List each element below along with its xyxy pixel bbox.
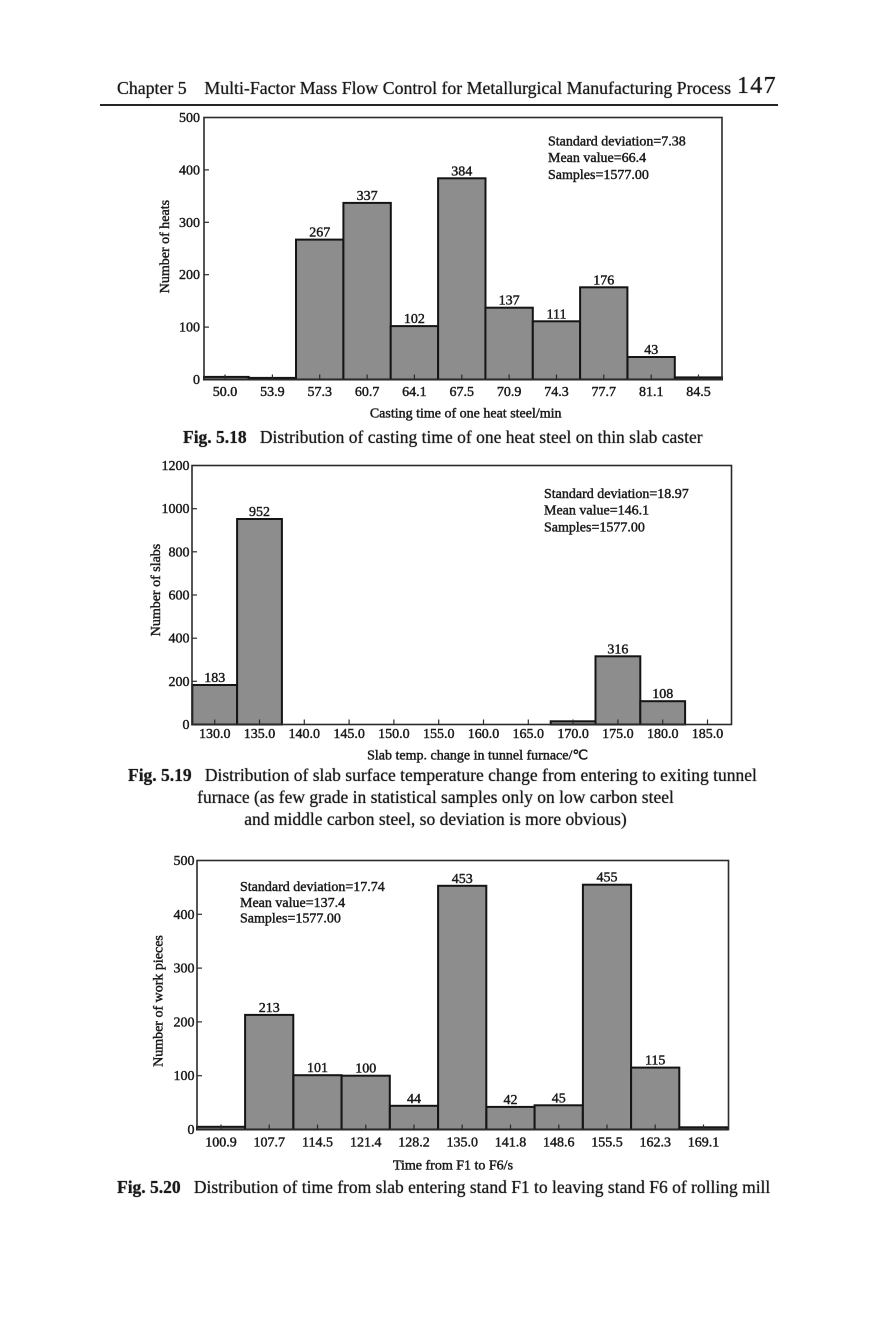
svg-text:42: 42: [504, 1093, 518, 1108]
svg-text:100: 100: [355, 1062, 376, 1077]
svg-text:141.8: 141.8: [495, 1136, 527, 1151]
svg-text:300: 300: [179, 216, 200, 231]
svg-text:137: 137: [499, 294, 520, 309]
svg-text:84.5: 84.5: [686, 385, 711, 400]
svg-text:150.0: 150.0: [378, 727, 410, 742]
svg-text:600: 600: [169, 589, 190, 604]
svg-text:500: 500: [179, 111, 200, 126]
svg-text:135.0: 135.0: [244, 727, 276, 742]
svg-text:Number of heats: Number of heats: [158, 200, 173, 293]
svg-text:Time from F1 to F6/s: Time from F1 to F6/s: [393, 1159, 513, 1174]
svg-text:453: 453: [452, 872, 473, 887]
svg-text:100: 100: [179, 321, 200, 336]
svg-text:111: 111: [547, 307, 567, 322]
svg-text:121.4: 121.4: [350, 1136, 382, 1151]
svg-text:337: 337: [357, 189, 378, 204]
svg-text:Mean value=66.4: Mean value=66.4: [548, 151, 646, 166]
svg-text:74.3: 74.3: [544, 385, 569, 400]
svg-text:800: 800: [169, 545, 190, 560]
svg-text:128.2: 128.2: [398, 1136, 430, 1151]
svg-text:0: 0: [183, 718, 190, 733]
svg-text:100.9: 100.9: [205, 1136, 237, 1151]
svg-text:455: 455: [597, 871, 618, 886]
svg-text:Samples=1577.00: Samples=1577.00: [544, 520, 645, 535]
svg-text:Number of work pieces: Number of work pieces: [152, 935, 167, 1067]
svg-text:53.9: 53.9: [260, 385, 285, 400]
svg-text:145.0: 145.0: [333, 727, 365, 742]
svg-text:148.6: 148.6: [543, 1136, 575, 1151]
svg-text:213: 213: [259, 1001, 280, 1016]
svg-text:130.0: 130.0: [199, 727, 231, 742]
svg-text:115: 115: [645, 1054, 665, 1069]
svg-text:200: 200: [169, 675, 190, 690]
svg-text:50.0: 50.0: [213, 385, 238, 400]
svg-text:175.0: 175.0: [602, 727, 634, 742]
svg-text:Standard deviation=7.38: Standard deviation=7.38: [548, 134, 686, 149]
svg-text:500: 500: [174, 854, 195, 869]
svg-text:200: 200: [179, 268, 200, 283]
svg-text:Standard deviation=18.97: Standard deviation=18.97: [544, 487, 689, 502]
svg-text:155.5: 155.5: [591, 1136, 623, 1151]
svg-text:140.0: 140.0: [289, 727, 321, 742]
svg-text:107.7: 107.7: [253, 1136, 285, 1151]
svg-text:0: 0: [193, 373, 200, 388]
svg-text:952: 952: [249, 505, 270, 520]
svg-text:162.3: 162.3: [639, 1136, 671, 1151]
svg-text:45: 45: [552, 1091, 566, 1106]
svg-text:160.0: 160.0: [468, 727, 500, 742]
svg-text:Mean value=137.4: Mean value=137.4: [240, 896, 345, 911]
svg-text:100: 100: [174, 1069, 195, 1084]
svg-text:108: 108: [652, 687, 673, 702]
svg-text:Casting time of one heat steel: Casting time of one heat steel/min: [370, 407, 562, 422]
svg-text:Mean value=146.1: Mean value=146.1: [544, 504, 649, 519]
svg-text:183: 183: [204, 671, 225, 686]
svg-text:Samples=1577.00: Samples=1577.00: [240, 912, 341, 927]
svg-text:81.1: 81.1: [639, 385, 664, 400]
svg-text:200: 200: [174, 1015, 195, 1030]
svg-text:267: 267: [309, 226, 330, 241]
svg-text:67.5: 67.5: [450, 385, 475, 400]
svg-text:400: 400: [174, 908, 195, 923]
svg-text:60.7: 60.7: [355, 385, 380, 400]
svg-text:176: 176: [593, 273, 614, 288]
svg-text:170.0: 170.0: [557, 727, 589, 742]
svg-text:155.0: 155.0: [423, 727, 455, 742]
svg-text:300: 300: [174, 962, 195, 977]
svg-text:Standard deviation=17.74: Standard deviation=17.74: [240, 880, 385, 895]
svg-text:77.7: 77.7: [592, 385, 617, 400]
svg-text:180.0: 180.0: [647, 727, 679, 742]
svg-text:165.0: 165.0: [513, 727, 545, 742]
svg-text:Slab temp. change in tunnel fu: Slab temp. change in tunnel furnace/℃: [367, 749, 588, 764]
svg-text:114.5: 114.5: [302, 1136, 333, 1151]
svg-text:316: 316: [607, 642, 628, 657]
svg-text:384: 384: [451, 164, 472, 179]
svg-text:185.0: 185.0: [692, 727, 724, 742]
svg-text:169.1: 169.1: [688, 1136, 720, 1151]
svg-text:1000: 1000: [162, 502, 190, 517]
svg-text:57.3: 57.3: [307, 385, 332, 400]
svg-text:70.9: 70.9: [497, 385, 522, 400]
svg-text:Number of slabs: Number of slabs: [149, 544, 164, 637]
svg-text:64.1: 64.1: [402, 385, 427, 400]
svg-text:400: 400: [179, 163, 200, 178]
svg-text:0: 0: [188, 1123, 195, 1138]
svg-text:400: 400: [169, 632, 190, 647]
svg-text:101: 101: [307, 1061, 328, 1076]
svg-text:43: 43: [644, 343, 658, 358]
svg-text:135.0: 135.0: [446, 1136, 478, 1151]
svg-text:102: 102: [404, 312, 425, 327]
svg-text:Samples=1577.00: Samples=1577.00: [548, 168, 649, 183]
svg-text:44: 44: [407, 1092, 421, 1107]
svg-text:1200: 1200: [162, 459, 190, 474]
